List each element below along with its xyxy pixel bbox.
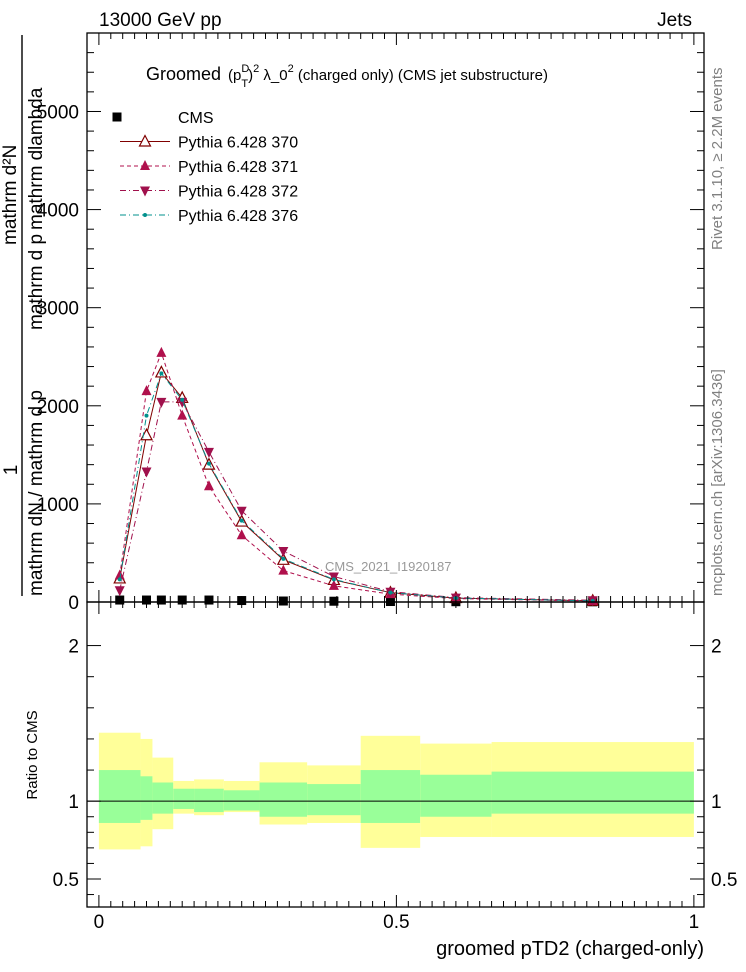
ratio-band-inner (152, 782, 174, 814)
data-point (278, 596, 288, 606)
header-process: Jets (657, 10, 692, 31)
series-line (119, 401, 593, 601)
legend-marker (140, 186, 150, 197)
ratio-plot-frame (86, 601, 705, 908)
rivet-version-label: Rivet 3.1.10, ≥ 2.2M events (709, 68, 726, 251)
ratio-band-inner (194, 788, 224, 813)
legend-marker (140, 160, 150, 170)
ratio-uncertainty-bands (98, 732, 694, 850)
ylabel-lower-fraction: mathrm dN / mathrm d p (26, 390, 47, 596)
main-y-axis-label: 1 mathrm d²N mathrm d p mathrm d lambda … (0, 35, 47, 596)
x-axis-label: groomed pTD2 (charged-only) (436, 938, 704, 960)
ratio-plot-panel: 0 0.5 1 0.5 0.5 1 1 2 2 (53, 601, 737, 933)
main-y-tick-label: 0 (68, 593, 79, 614)
ratio-y-tick-label-right: 1 (711, 792, 722, 813)
ratio-axes: 0 0.5 1 0.5 0.5 1 1 2 2 (53, 602, 737, 933)
analysis-label: CMS_2021_I1920187 (325, 559, 452, 574)
ratio-band-inner (491, 771, 694, 814)
data-point (331, 577, 336, 582)
data-point (156, 397, 167, 408)
data-point (329, 596, 339, 606)
ratio-y-tick-label-right: 2 (711, 637, 722, 658)
data-point (328, 579, 339, 590)
data-point (281, 556, 286, 561)
x-tick-label: 0.5 (383, 912, 409, 933)
legend-entry-pythia-6-428-372: Pythia 6.428 372 (120, 184, 298, 201)
legend-entry-pythia-6-428-370: Pythia 6.428 370 (120, 134, 298, 152)
ratio-y-tick-label-left: 1 (68, 792, 79, 813)
legend-entry-cms: CMS (112, 110, 214, 127)
ylabel-denominator-d: mathrm d (26, 150, 47, 230)
ylabel-one: 1 (1, 465, 22, 476)
ylabel-numerator: mathrm d²N (0, 145, 21, 245)
ratio-band-inner (223, 790, 260, 811)
data-point (114, 586, 125, 597)
x-tick-label: 0 (94, 912, 105, 933)
ratio-band-inner (360, 770, 421, 823)
data-point (180, 397, 185, 402)
legend-marker (143, 213, 147, 217)
data-point (236, 506, 247, 517)
data-point (115, 595, 125, 605)
data-point (156, 346, 167, 357)
ratio-y-axis-label: Ratio to CMS (24, 710, 41, 799)
data-point (236, 529, 247, 540)
plot-title: Groomed (pD T)2 λ_02 (charged only) (CMS … (146, 63, 548, 90)
legend-marker (138, 134, 152, 147)
legend-marker (112, 112, 122, 122)
main-y-tick-label: 2000 (37, 397, 79, 418)
data-point (239, 518, 244, 523)
main-plot-panel: 0 1000 2000 3000 4000 5000 (37, 32, 705, 614)
ratio-band-inner (140, 776, 153, 820)
data-point (388, 590, 393, 595)
main-y-tick-label: 4000 (37, 201, 79, 222)
data-point (204, 595, 214, 605)
data-point (203, 480, 214, 491)
data-point (141, 467, 152, 478)
mcplots-label: mcplots.cern.ch [arXiv:1306.3436] (709, 369, 726, 596)
data-point (203, 447, 214, 458)
series-cms (115, 595, 598, 607)
data-point (206, 461, 211, 466)
ylabel-denominator-dp: mathrm d p (26, 234, 47, 330)
main-y-tick-label: 5000 (37, 102, 79, 123)
x-tick-label: 1 (689, 912, 700, 933)
data-point (159, 371, 164, 376)
main-y-tick-label: 3000 (37, 299, 79, 320)
ratio-band-inner (307, 784, 361, 816)
legend-entry-pythia-6-428-371: Pythia 6.428 371 (120, 159, 298, 176)
legend-label: Pythia 6.428 376 (178, 208, 298, 225)
data-point (141, 385, 152, 396)
ylabel-denominator-lambda: lambda (26, 87, 47, 150)
ratio-y-tick-label-left: 0.5 (53, 870, 79, 891)
legend-label: Pythia 6.428 371 (178, 159, 298, 176)
header-energy: 13000 GeV pp (99, 10, 222, 31)
ratio-y-tick-label-right: 0.5 (711, 870, 737, 891)
data-point (278, 546, 289, 557)
ratio-y-tick-label-left: 2 (68, 637, 79, 658)
ratio-band-inner (173, 788, 195, 809)
data-point (177, 409, 188, 420)
data-point (156, 595, 166, 605)
data-point (278, 564, 289, 575)
data-point (117, 577, 122, 582)
main-axes: 0 1000 2000 3000 4000 5000 (37, 32, 704, 614)
legend-label: Pythia 6.428 370 (178, 135, 298, 152)
ratio-band-inner (259, 782, 308, 817)
ratio-band-inner (98, 770, 141, 823)
series-pythia-6-428-372 (114, 397, 598, 607)
ratio-band-inner (420, 774, 492, 817)
legend: CMS Pythia 6.428 370 Pythia 6.428 371 Pythi… (112, 110, 298, 225)
series-pythia-6-428-376 (117, 371, 595, 603)
legend-entry-pythia-6-428-376: Pythia 6.428 376 (120, 208, 298, 225)
legend-label: CMS (178, 110, 214, 127)
legend-label: Pythia 6.428 372 (178, 184, 298, 201)
main-y-tick-label: 1000 (37, 495, 79, 516)
data-point (177, 397, 188, 408)
data-point (144, 413, 149, 418)
